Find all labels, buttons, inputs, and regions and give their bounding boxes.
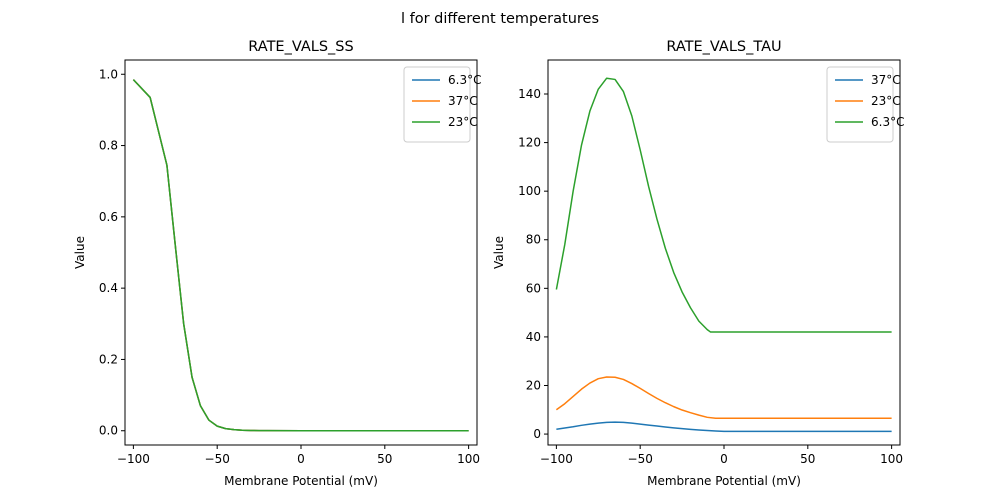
- x-tick-label: 0: [297, 452, 305, 466]
- legend-entry: 6.3°C: [448, 73, 481, 87]
- panel-rate-vals-tau: RATE_VALS_TAU −100 −50 0 50 100 0 20 40 60 80 100 1…: [492, 39, 904, 488]
- ticks: −100 −50 0 50 100 0 20 40 60 80 100 120 140: [518, 87, 903, 466]
- series-line-0: [556, 421, 892, 433]
- y-tick-label: 0.0: [99, 424, 118, 438]
- x-tick-label: 100: [457, 452, 480, 466]
- legend-entry: 23°C: [448, 115, 478, 129]
- x-axis-label: Membrane Potential (mV): [224, 474, 378, 488]
- y-tick-label: 0.4: [99, 281, 118, 295]
- ticks: −100 −50 0 50 100 0.0 0.2 0.4 0.6 0.8 1.0: [99, 67, 480, 466]
- y-tick-label: 0.8: [99, 139, 118, 153]
- x-axis-label: Membrane Potential (mV): [647, 474, 801, 488]
- legend: 37°C 23°C 6.3°C: [826, 66, 904, 143]
- legend-entry: 37°C: [871, 73, 901, 87]
- panel-rate-vals-ss: RATE_VALS_SS −100 −50 0 50 100 0.0 0.2 0.4 0.6 0.…: [73, 39, 481, 488]
- legend-box: [403, 66, 471, 143]
- x-tick-label: −100: [540, 452, 573, 466]
- y-tick-label: 140: [518, 87, 541, 101]
- series-line-2: [555, 77, 892, 333]
- y-tick-label: 80: [526, 233, 541, 247]
- legend-entry: 6.3°C: [871, 115, 904, 129]
- x-tick-label: −100: [117, 452, 150, 466]
- y-tick-label: 100: [518, 184, 541, 198]
- x-tick-label: 100: [880, 452, 903, 466]
- x-tick-label: 50: [800, 452, 815, 466]
- panel-title: RATE_VALS_SS: [248, 39, 353, 55]
- y-tick-label: 60: [526, 281, 541, 295]
- y-tick-label: 20: [526, 378, 541, 392]
- y-tick-label: 120: [518, 136, 541, 150]
- plot-lines: [555, 77, 892, 433]
- legend-entry: 37°C: [448, 94, 478, 108]
- x-tick-label: 0: [720, 452, 728, 466]
- series-line-1: [555, 376, 892, 420]
- y-tick-label: 0: [533, 427, 541, 441]
- legend-entry: 23°C: [871, 94, 901, 108]
- axes-frame: [547, 59, 901, 446]
- axes-frame: [124, 59, 478, 446]
- x-tick-label: −50: [628, 452, 653, 466]
- legend: 6.3°C 37°C 23°C: [403, 66, 481, 143]
- figure-suptitle: l for different temperatures: [401, 11, 599, 27]
- y-tick-label: 40: [526, 330, 541, 344]
- y-tick-label: 0.2: [99, 352, 118, 366]
- y-axis-label: Value: [73, 236, 87, 269]
- legend-box: [826, 66, 894, 143]
- x-tick-label: −50: [205, 452, 230, 466]
- series-line-2: [132, 79, 469, 432]
- plot-lines: [132, 79, 469, 432]
- x-tick-label: 50: [377, 452, 392, 466]
- y-axis-label: Value: [492, 236, 506, 269]
- y-tick-label: 1.0: [99, 67, 118, 81]
- panel-title: RATE_VALS_TAU: [666, 39, 781, 55]
- y-tick-label: 0.6: [99, 210, 118, 224]
